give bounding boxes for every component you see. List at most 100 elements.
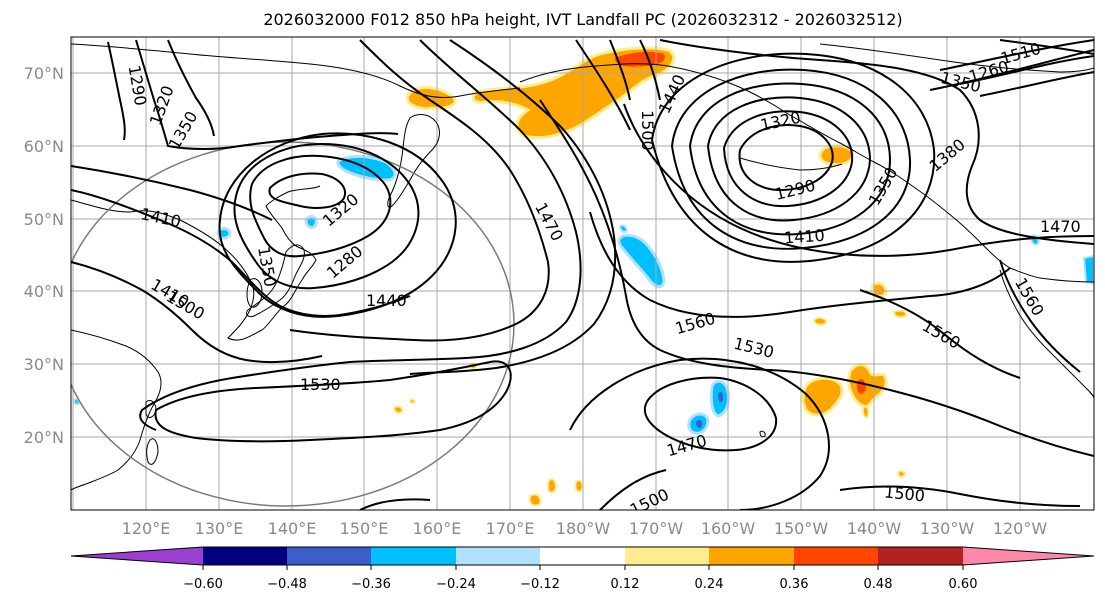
height-contours [71, 39, 1094, 510]
coastlines [71, 43, 1094, 491]
ivt-positive-region [896, 470, 906, 478]
height-contour [738, 124, 834, 192]
coastline-siberia [71, 43, 521, 99]
lat-label: 50°N [24, 210, 64, 229]
height-contour [639, 39, 661, 101]
height-contour [289, 39, 550, 342]
colorbar-tick-label: 0.60 [949, 577, 978, 592]
colorbar-segment [371, 547, 456, 565]
colorbar-segment [709, 547, 794, 565]
lon-label: 140°E [268, 519, 317, 538]
lon-label: 140°W [847, 519, 902, 538]
height-contour [929, 49, 1094, 91]
colorbar-segment-extend-high [963, 547, 1094, 565]
lon-label: 120°E [122, 519, 171, 538]
colorbar-tick-label: −0.12 [520, 577, 560, 592]
coastline-japan [245, 244, 305, 317]
lat-label: 70°N [24, 64, 64, 83]
lon-label: 170°W [629, 519, 684, 538]
height-contour [107, 41, 126, 141]
height-contour [999, 259, 1081, 373]
contour-label: 1500 [638, 110, 657, 151]
height-contour [609, 39, 631, 101]
coastline-arctic [819, 43, 1094, 73]
lon-label: 180°W [556, 519, 611, 538]
height-contour [233, 142, 420, 290]
colorbar-tick-label: −0.24 [436, 577, 476, 592]
colorbar: −0.60 −0.48 −0.36 −0.24 −0.12 0.12 0.24 … [70, 546, 1095, 592]
longitude-labels: 120°E 130°E 140°E 150°E 160°E 170°E 180°… [122, 519, 1048, 538]
colorbar-tick-label: −0.36 [351, 577, 391, 592]
contour-label: 1470 [1040, 217, 1081, 236]
height-contour [706, 96, 872, 222]
height-contour [659, 39, 1094, 245]
map-border [70, 36, 1095, 511]
colorbar-segment [625, 547, 709, 565]
height-contour [859, 289, 1021, 379]
colorbar-segment [456, 547, 540, 565]
lon-label: 130°W [920, 519, 975, 538]
height-contour [688, 82, 892, 236]
colorbar-segment [287, 547, 371, 565]
coastline-philippines [146, 438, 159, 465]
colorbar-segment [540, 547, 625, 565]
ivt-negative-shading [72, 154, 1094, 435]
contour-label: 1530 [300, 375, 341, 394]
ivt-positive-region [408, 398, 416, 405]
ivt-positive-region [392, 405, 404, 414]
colorbar-tick-label: 0.12 [611, 577, 640, 592]
height-contour [249, 154, 392, 258]
lon-label: 120°W [993, 519, 1048, 538]
lon-label: 160°W [701, 519, 756, 538]
coastline-china-south [71, 329, 162, 491]
map-title: 2026032000 F012 850 hPa height, IVT Land… [263, 10, 902, 29]
lon-label: 130°E [195, 519, 244, 538]
ivt-positive-region [574, 479, 584, 493]
height-contour [139, 39, 582, 431]
colorbar-tick-label: 0.36 [780, 577, 809, 592]
height-contour [670, 68, 912, 250]
colorbar-segment [203, 547, 287, 565]
height-contour [135, 39, 399, 150]
lat-label: 60°N [24, 137, 64, 156]
height-contour [643, 376, 778, 452]
height-contour [599, 469, 667, 510]
ivt-positive-region [528, 493, 542, 507]
coastline-korea [246, 278, 263, 308]
height-contour [722, 110, 854, 208]
latitude-labels: 70°N 60°N 50°N 40°N 30°N 20°N [24, 64, 64, 447]
height-contour [589, 211, 1011, 318]
ivt-positive-region [801, 376, 844, 417]
coastline-hawaii [759, 430, 766, 438]
ivt-negative-region [72, 398, 81, 406]
coastline-kamchatka [387, 114, 440, 208]
colorbar-segment-extend-low [71, 547, 203, 565]
height-contour [71, 261, 323, 364]
lon-label: 160°E [413, 519, 462, 538]
height-contour [575, 39, 631, 131]
colorbar-tick-label: −0.48 [267, 577, 307, 592]
colorbar-segment [878, 547, 963, 565]
height-contour [939, 39, 1094, 71]
ivt-negative-region [718, 392, 724, 402]
lon-label: 150°W [774, 519, 829, 538]
height-contour [268, 172, 346, 209]
height-contour [999, 39, 1094, 55]
ivt-positive-region [818, 144, 855, 166]
ivt-positive-region [861, 405, 870, 419]
colorbar-tick-label: 0.48 [864, 577, 893, 592]
colorbar-ticks [202, 565, 964, 570]
lon-label: 170°E [486, 519, 535, 538]
ivt-positive-region [614, 51, 665, 67]
height-contour [650, 52, 936, 263]
contour-label: 1500 [883, 482, 925, 505]
height-contour [539, 99, 1094, 457]
height-contour [623, 103, 1094, 257]
height-contour [218, 132, 457, 318]
ivt-positive-region [547, 478, 558, 494]
ivt-positive-region [812, 316, 828, 326]
contour-label: 1410 [783, 226, 825, 248]
ivt-negative-region [696, 419, 703, 429]
ivt-negative-region [617, 233, 666, 288]
